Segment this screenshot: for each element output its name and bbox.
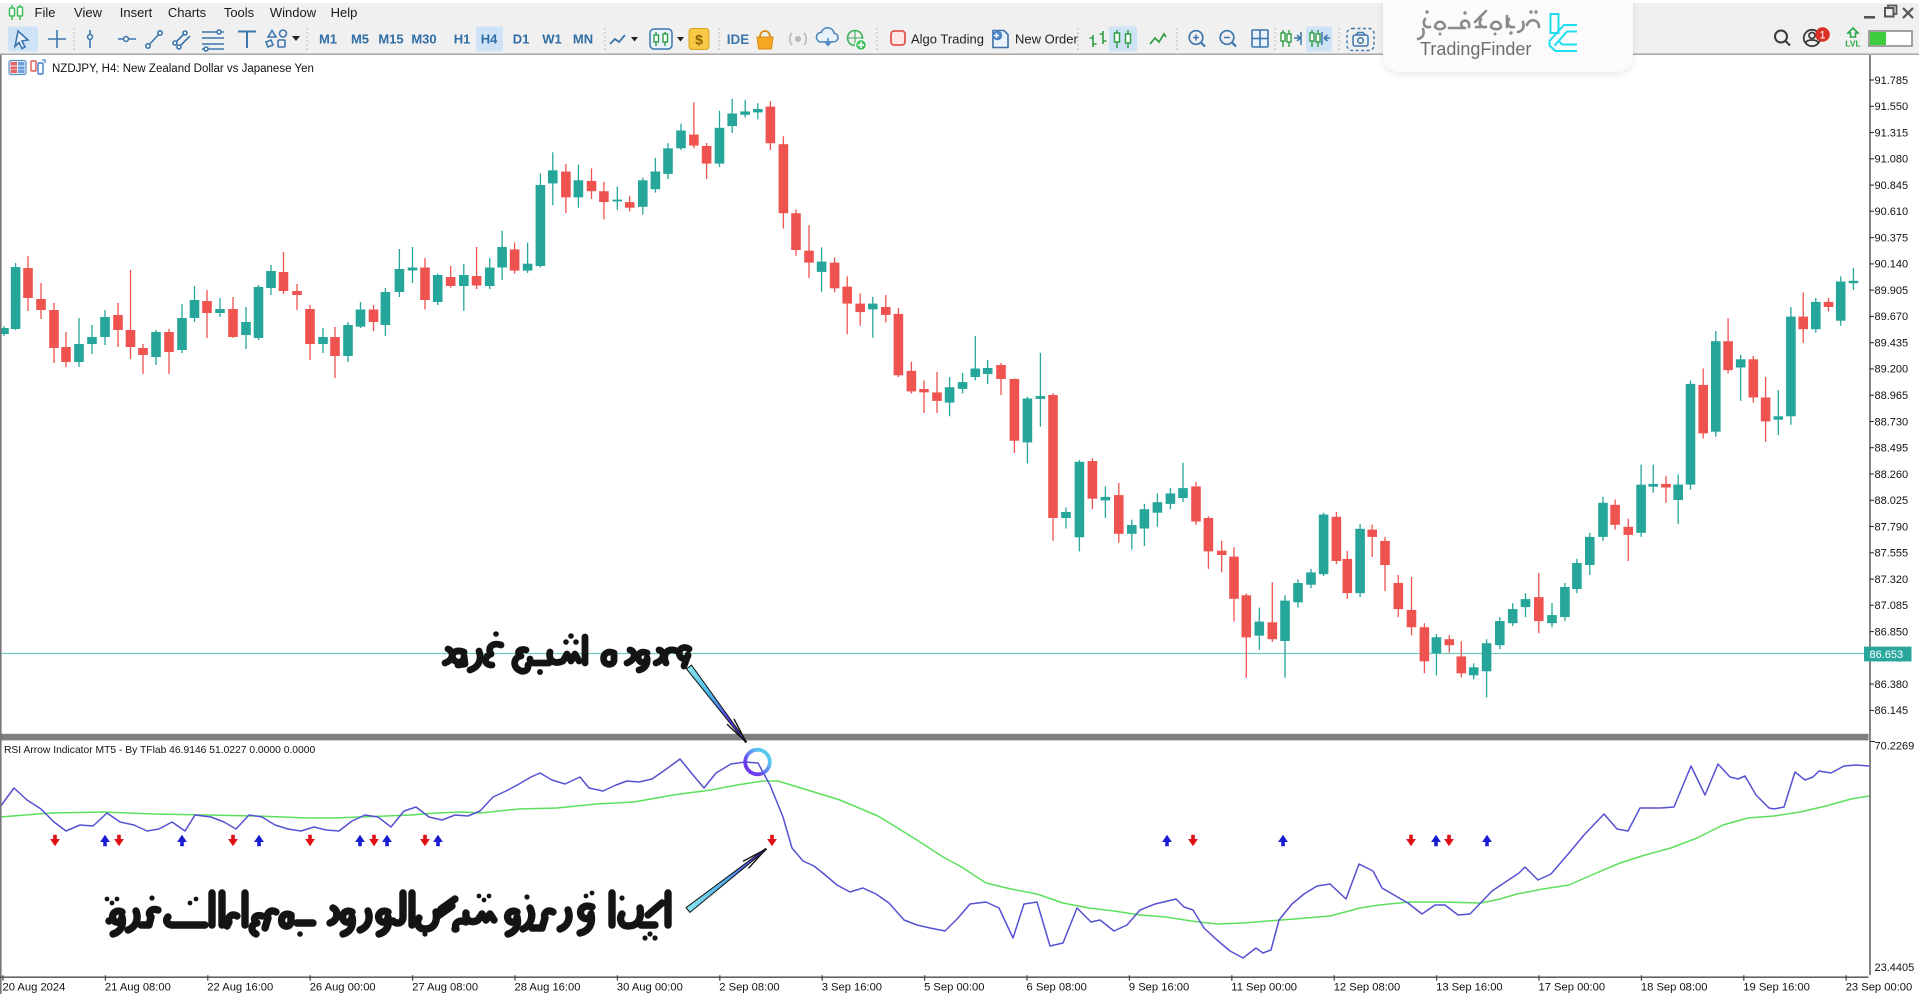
svg-text:88.495: 88.495	[1875, 443, 1909, 455]
svg-text:New Order: New Order	[1015, 32, 1079, 47]
svg-text:88.260: 88.260	[1875, 469, 1909, 481]
svg-text:H4: H4	[481, 32, 498, 47]
svg-text:MN: MN	[573, 32, 593, 47]
svg-text:23 Sep 00:00: 23 Sep 00:00	[1846, 982, 1913, 994]
svg-text:11 Sep 00:00: 11 Sep 00:00	[1231, 982, 1297, 994]
svg-text:M1: M1	[319, 32, 337, 47]
svg-text:21 Aug 08:00: 21 Aug 08:00	[105, 982, 171, 994]
svg-text:26 Aug 00:00: 26 Aug 00:00	[310, 982, 376, 994]
svg-text:M15: M15	[378, 32, 403, 47]
svg-text:27 Aug 08:00: 27 Aug 08:00	[412, 982, 478, 994]
svg-text:89.905: 89.905	[1875, 285, 1909, 297]
svg-text:91.785: 91.785	[1875, 75, 1909, 87]
svg-text:91.080: 91.080	[1875, 154, 1909, 166]
svg-text:88.025: 88.025	[1875, 495, 1909, 507]
svg-text:18 Sep 08:00: 18 Sep 08:00	[1641, 982, 1708, 994]
svg-text:87.790: 87.790	[1875, 521, 1909, 533]
svg-text:87.085: 87.085	[1875, 600, 1909, 612]
svg-text:W1: W1	[542, 32, 562, 47]
svg-text:30 Aug 00:00: 30 Aug 00:00	[617, 982, 683, 994]
svg-text:17 Sep 00:00: 17 Sep 00:00	[1539, 982, 1606, 994]
svg-text:D1: D1	[513, 32, 530, 47]
svg-text:86.145: 86.145	[1875, 705, 1909, 717]
svg-text:91.315: 91.315	[1875, 127, 1909, 139]
svg-text:22 Aug 16:00: 22 Aug 16:00	[207, 982, 273, 994]
svg-text:Insert: Insert	[120, 5, 153, 20]
svg-text:90.610: 90.610	[1875, 206, 1909, 218]
svg-text:87.320: 87.320	[1875, 574, 1909, 586]
svg-text:23.4405: 23.4405	[1875, 962, 1915, 974]
svg-text:5 Sep 00:00: 5 Sep 00:00	[924, 982, 984, 994]
svg-text:TradingFinder: TradingFinder	[1420, 39, 1531, 59]
svg-text:86.653: 86.653	[1870, 649, 1904, 661]
svg-text:86.850: 86.850	[1875, 626, 1909, 638]
svg-text:89.200: 89.200	[1875, 364, 1909, 376]
svg-text:89.435: 89.435	[1875, 338, 1909, 350]
svg-text:90.845: 90.845	[1875, 180, 1909, 192]
svg-text:20 Aug 2024: 20 Aug 2024	[3, 982, 66, 994]
svg-text:28 Aug 16:00: 28 Aug 16:00	[515, 982, 581, 994]
svg-text:12 Sep 08:00: 12 Sep 08:00	[1334, 982, 1401, 994]
svg-text:LVL: LVL	[1845, 39, 1860, 49]
svg-text:File: File	[35, 5, 56, 20]
svg-text:2 Sep 08:00: 2 Sep 08:00	[719, 982, 779, 994]
svg-text:89.670: 89.670	[1875, 311, 1909, 323]
svg-text:6 Sep 08:00: 6 Sep 08:00	[1027, 982, 1087, 994]
svg-text:M5: M5	[351, 32, 369, 47]
svg-text:H1: H1	[454, 32, 471, 47]
svg-text:13 Sep 16:00: 13 Sep 16:00	[1436, 982, 1503, 994]
svg-text:19 Sep 16:00: 19 Sep 16:00	[1743, 982, 1810, 994]
svg-text:3 Sep 16:00: 3 Sep 16:00	[822, 982, 882, 994]
svg-text:NZDJPY, H4: New Zealand Dolla: NZDJPY, H4: New Zealand Dollar vs Japane…	[52, 63, 314, 75]
svg-text:87.555: 87.555	[1875, 548, 1909, 560]
svg-text:Tools: Tools	[224, 5, 255, 20]
svg-text:1: 1	[1819, 30, 1825, 42]
svg-text:9 Sep 16:00: 9 Sep 16:00	[1129, 982, 1189, 994]
svg-text:88.965: 88.965	[1875, 390, 1909, 402]
svg-text:91.550: 91.550	[1875, 101, 1909, 113]
svg-text:Charts: Charts	[168, 5, 207, 20]
svg-text:Algo Trading: Algo Trading	[911, 32, 984, 47]
svg-text:IDE: IDE	[727, 32, 750, 47]
svg-text:90.375: 90.375	[1875, 232, 1909, 244]
svg-text:View: View	[74, 5, 103, 20]
svg-text:86.380: 86.380	[1875, 679, 1909, 691]
svg-text:70.2269: 70.2269	[1875, 741, 1915, 753]
svg-text:$: $	[695, 32, 703, 48]
svg-text:Help: Help	[331, 5, 358, 20]
svg-text:88.730: 88.730	[1875, 416, 1909, 428]
svg-text:M30: M30	[411, 32, 436, 47]
svg-text:RSI Arrow Indicator MT5 - By T: RSI Arrow Indicator MT5 - By TFlab 46.91…	[4, 745, 315, 756]
svg-text:Window: Window	[270, 5, 317, 20]
svg-text:90.140: 90.140	[1875, 259, 1909, 271]
